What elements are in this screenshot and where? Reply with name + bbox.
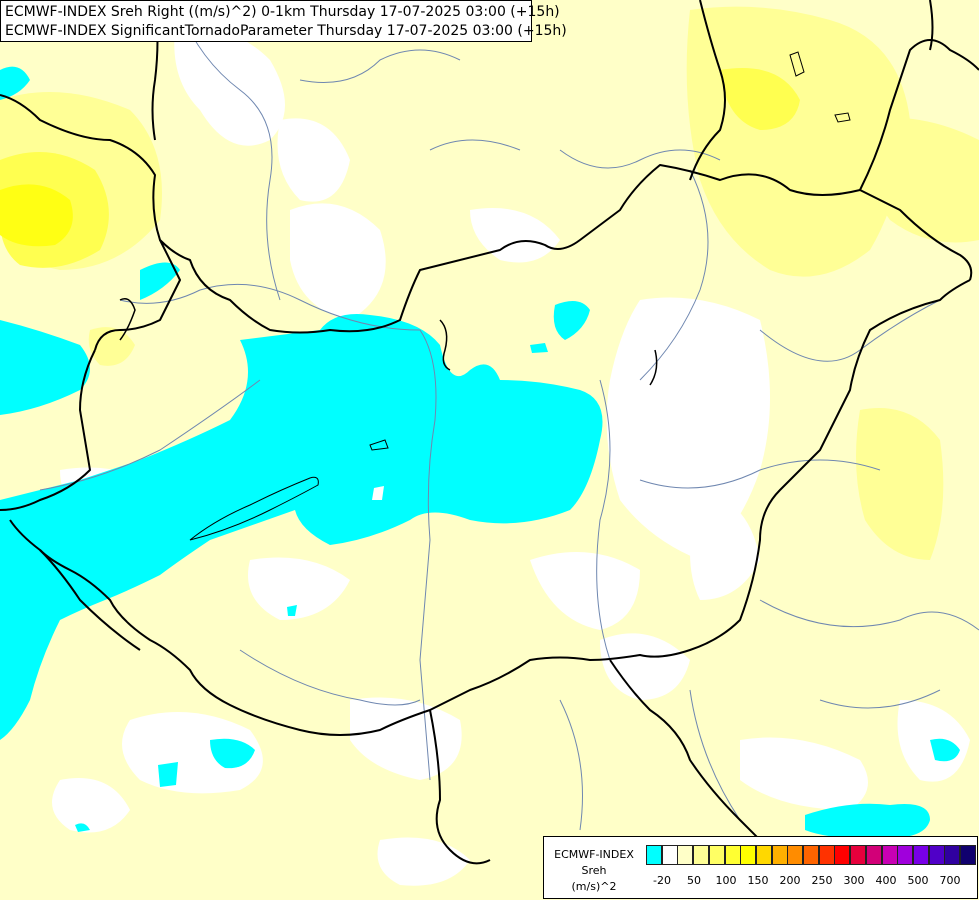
country-borders [0, 0, 979, 871]
legend-unit: (m/s)^2 [571, 880, 617, 893]
legend-swatch [818, 845, 835, 865]
legend-tick-label: 400 [875, 874, 897, 887]
legend-swatch [850, 845, 867, 865]
legend-swatch [724, 845, 741, 865]
legend-swatch [960, 845, 976, 865]
legend-swatch [693, 845, 710, 865]
legend-swatch [740, 845, 757, 865]
legend-swatch [755, 845, 772, 865]
lakes [189, 51, 851, 541]
legend-swatch [661, 845, 678, 865]
legend-swatch [677, 845, 694, 865]
legend-swatch [881, 845, 898, 865]
legend-swatch [897, 845, 914, 865]
legend-swatch [646, 845, 662, 865]
legend-tick-label: 150 [747, 874, 769, 887]
white-regions [52, 28, 970, 886]
legend-tick-label: 100 [715, 874, 737, 887]
legend-tick-label: 300 [843, 874, 865, 887]
legend-swatch [928, 845, 945, 865]
legend-tick-label: 50 [687, 874, 701, 887]
legend-variable: Sreh [581, 864, 607, 877]
legend-swatch [771, 845, 788, 865]
strong-yellow-core [0, 184, 73, 247]
legend-tick-label: 250 [811, 874, 833, 887]
legend-swatch [708, 845, 725, 865]
map-title-box: ECMWF-INDEX Sreh Right ((m/s)^2) 0-1km T… [0, 0, 567, 42]
legend-swatch [944, 845, 961, 865]
color-legend: ECMWF-INDEX Sreh (m/s)^2 -20 50 100 150 200 2… [543, 836, 978, 899]
title-line-sreh: ECMWF-INDEX Sreh Right ((m/s)^2) 0-1km T… [5, 4, 560, 20]
legend-label: ECMWF-INDEX Sreh (m/s)^2 [546, 847, 642, 895]
legend-tick-labels: -20 50 100 150 200 250 300 400 500 700 [646, 874, 976, 890]
minor-borders [119, 298, 658, 386]
legend-tick-label: 200 [779, 874, 801, 887]
cyan-islands [372, 486, 384, 500]
legend-tick-label: -20 [653, 874, 671, 887]
legend-swatch [834, 845, 851, 865]
title-line-stp: ECMWF-INDEX SignificantTornadoParameter … [5, 23, 567, 39]
legend-swatch [865, 845, 882, 865]
legend-tick-label: 700 [939, 874, 961, 887]
legend-source: ECMWF-INDEX [554, 848, 634, 861]
legend-swatch [803, 845, 819, 865]
legend-swatch [912, 845, 929, 865]
cyan-regions [0, 66, 960, 839]
legend-swatch [787, 845, 804, 865]
legend-tick-label: 500 [907, 874, 929, 887]
